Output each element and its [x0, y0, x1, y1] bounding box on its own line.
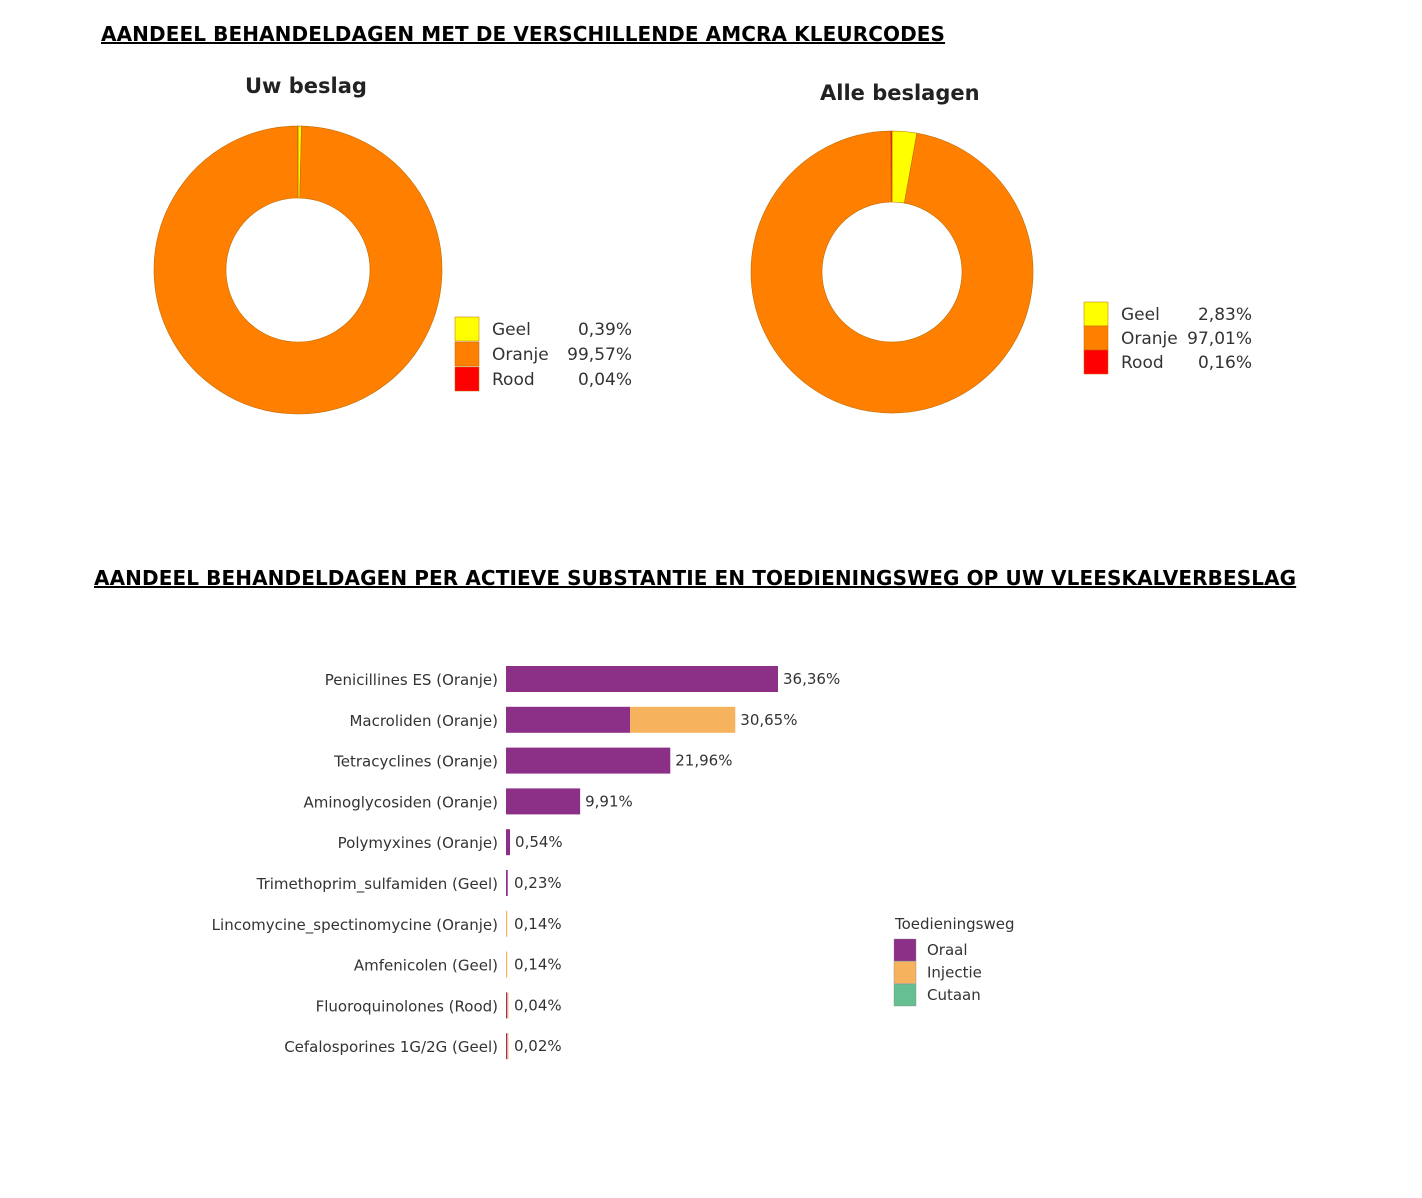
- legend-value-geel: 0,39%: [578, 320, 632, 340]
- bar-segment-oraal: [506, 747, 671, 774]
- legend-value-rood: 0,04%: [578, 370, 632, 390]
- bar-legend: Toedieningsweg Oraal Injectie Cutaan: [893, 915, 1014, 1007]
- bar-value-label: 0,14%: [514, 915, 562, 933]
- bar-segment-injectie: [507, 1033, 509, 1060]
- bar-segment-oraal: [506, 666, 778, 692]
- legend-label-oranje: Oranje: [1121, 329, 1178, 349]
- bar-segment-injectie: [630, 706, 736, 733]
- donut-legend: Geel 2,83% Oranje 97,01% Rood 0,16%: [1083, 301, 1252, 375]
- legend-label-geel: Geel: [1121, 305, 1160, 325]
- category-label: Lincomycine_spectinomycine (Oranje): [212, 916, 498, 935]
- donut-slice-oranje: [750, 130, 1034, 414]
- donut-legend: Geel 0,39% Oranje 99,57% Rood 0,04%: [454, 316, 632, 392]
- legend-label-injectie: Injectie: [927, 964, 982, 982]
- bar-chart-plot: Penicillines ES (Oranje) 36,36% Macroliden…: [212, 666, 840, 1060]
- legend-value-geel: 2,83%: [1198, 305, 1252, 325]
- bar-value-label: 9,91%: [585, 792, 633, 810]
- section-heading-substances: AANDEEL BEHANDELDAGEN PER ACTIEVE SUBSTA…: [94, 566, 1297, 590]
- legend-label-cutaan: Cutaan: [927, 986, 981, 1004]
- legend-swatch-geel: [1083, 301, 1109, 327]
- bar-value-label: 0,04%: [514, 996, 562, 1014]
- legend-swatch-rood: [454, 366, 480, 392]
- category-label: Fluoroquinolones (Rood): [316, 997, 498, 1015]
- bar-segment-oraal: [506, 706, 631, 733]
- legend-label-rood: Rood: [1121, 353, 1164, 373]
- bar-segment-oraal: [506, 788, 581, 815]
- legend-swatch-cutaan: [893, 983, 917, 1007]
- category-label: Polymyxines (Oranje): [338, 834, 498, 852]
- legend-swatch-injectie: [893, 961, 917, 984]
- legend-label-oranje: Oranje: [492, 345, 549, 365]
- category-label: Penicillines ES (Oranje): [325, 671, 498, 689]
- category-label: Aminoglycosiden (Oranje): [304, 793, 499, 811]
- category-label: Macroliden (Oranje): [349, 712, 498, 730]
- legend-value-rood: 0,16%: [1198, 353, 1252, 373]
- bar-value-label: 0,54%: [515, 833, 563, 851]
- donut-title-uw-beslag: Uw beslag: [245, 74, 367, 98]
- bar-value-label: 36,36%: [783, 670, 840, 688]
- bar-segment-injectie: [506, 951, 508, 978]
- category-label: Cefalosporines 1G/2G (Geel): [284, 1038, 498, 1056]
- bar-segment-oraal: [506, 992, 508, 1019]
- legend-swatch-geel: [454, 316, 480, 342]
- category-label: Amfenicolen (Geel): [354, 957, 498, 975]
- donut-slice-oranje: [153, 125, 443, 415]
- bar-value-label: 0,14%: [514, 956, 562, 974]
- bar-value-label: 0,23%: [514, 874, 562, 892]
- donut-alle-beslagen: Geel 2,83% Oranje 97,01% Rood 0,16%: [750, 130, 1252, 414]
- section-heading-color-codes: AANDEEL BEHANDELDAGEN MET DE VERSCHILLEN…: [101, 22, 946, 46]
- category-label: Trimethoprim_sulfamiden (Geel): [256, 875, 498, 894]
- legend-swatch-oranje: [1083, 325, 1109, 351]
- legend-label-geel: Geel: [492, 320, 531, 340]
- legend-value-oranje: 99,57%: [567, 345, 632, 365]
- donut-charts: Geel 0,39% Oranje 99,57% Rood 0,04% Geel 2,83% O…: [153, 125, 1252, 415]
- bar-segment-injectie: [507, 992, 509, 1019]
- bar-segment-oraal: [506, 829, 511, 856]
- legend-swatch-oranje: [454, 341, 480, 367]
- legend-swatch-oraal: [893, 938, 917, 962]
- legend-value-oranje: 97,01%: [1187, 329, 1252, 349]
- donut-slice-rood: [890, 130, 893, 203]
- bar-value-label: 0,02%: [514, 1037, 562, 1055]
- donut-title-alle-beslagen: Alle beslagen: [820, 81, 980, 105]
- bar-value-label: 30,65%: [740, 711, 797, 729]
- legend-label-rood: Rood: [492, 370, 535, 390]
- legend-label-oraal: Oraal: [927, 941, 968, 959]
- legend-swatch-rood: [1083, 349, 1109, 375]
- bar-segment-injectie: [506, 910, 508, 937]
- legend-title: Toedieningsweg: [894, 915, 1014, 933]
- bar-segment-oraal: [506, 1033, 508, 1060]
- category-label: Tetracyclines (Oranje): [333, 753, 498, 771]
- bar-segment-oraal: [506, 870, 508, 896]
- bar-value-label: 21,96%: [675, 752, 732, 770]
- donut-uw-beslag: Geel 0,39% Oranje 99,57% Rood 0,04%: [153, 125, 632, 415]
